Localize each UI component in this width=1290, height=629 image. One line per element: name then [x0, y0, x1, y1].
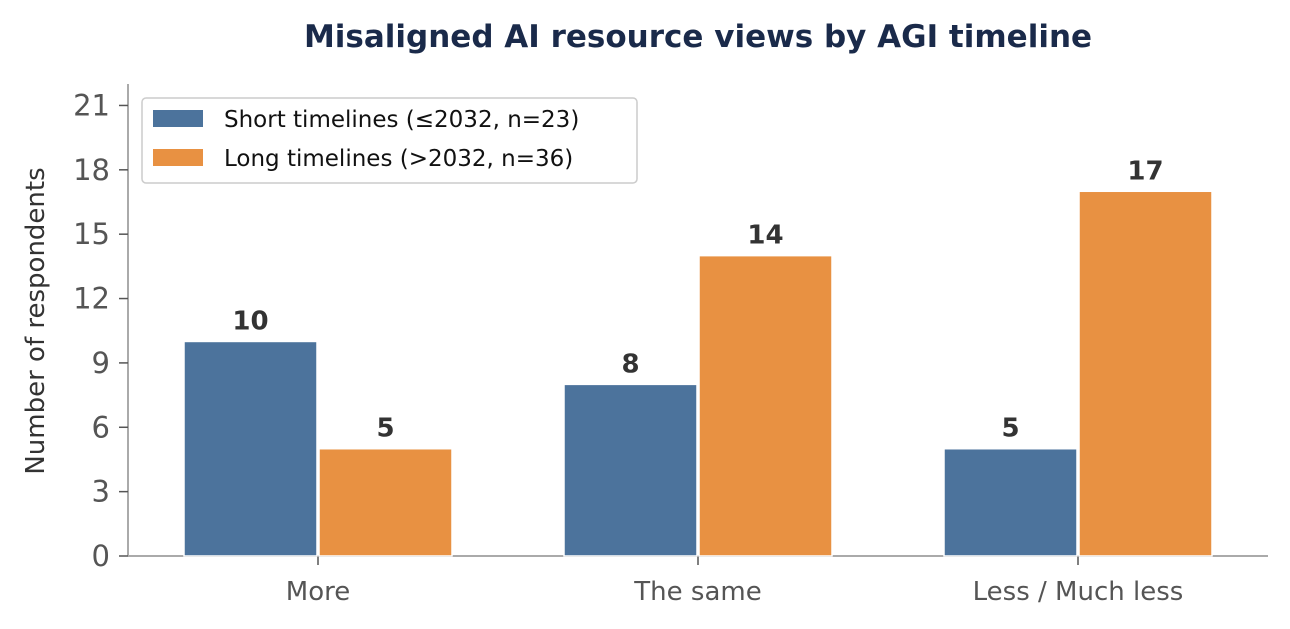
- bar: [698, 254, 833, 557]
- y-tick-label: 18: [73, 153, 110, 187]
- data-label: 5: [1001, 414, 1019, 444]
- data-label: 5: [376, 414, 394, 444]
- legend-swatch-long: [153, 149, 203, 166]
- x-tick-label: The same: [633, 577, 761, 607]
- bar: [318, 447, 453, 557]
- data-label: 8: [621, 349, 639, 379]
- y-tick-label: 9: [92, 346, 110, 380]
- bar: [943, 447, 1078, 557]
- data-label: 14: [747, 221, 783, 251]
- data-label: 17: [1127, 156, 1163, 186]
- chart-title: Misaligned AI resource views by AGI time…: [304, 19, 1092, 55]
- legend-label-long: Long timelines (>2032, n=36): [224, 146, 573, 172]
- y-tick-label: 12: [73, 282, 110, 316]
- y-tick-label: 21: [73, 88, 110, 122]
- legend-label-short: Short timelines (≤2032, n=23): [224, 107, 579, 133]
- legend-swatch-short: [153, 110, 203, 127]
- x-tick-label: Less / Much less: [973, 577, 1184, 607]
- y-axis-label: Number of respondents: [21, 167, 51, 474]
- legend: Short timelines (≤2032, n=23) Long timel…: [141, 97, 638, 184]
- plot-area: 0 3 6 9 12 15 18 21 More 10 5 The same 8 14 Less / Muc…: [73, 84, 1268, 607]
- y-tick-label: 3: [92, 475, 110, 509]
- bar: [1078, 190, 1213, 557]
- bar: [183, 340, 318, 557]
- y-tick-label: 0: [92, 539, 110, 573]
- data-label: 10: [232, 306, 268, 336]
- bar: [563, 383, 698, 557]
- legend-frame: [141, 97, 638, 184]
- y-tick-label: 15: [73, 217, 110, 251]
- y-tick-label: 6: [92, 410, 110, 444]
- x-tick-label: More: [286, 577, 350, 607]
